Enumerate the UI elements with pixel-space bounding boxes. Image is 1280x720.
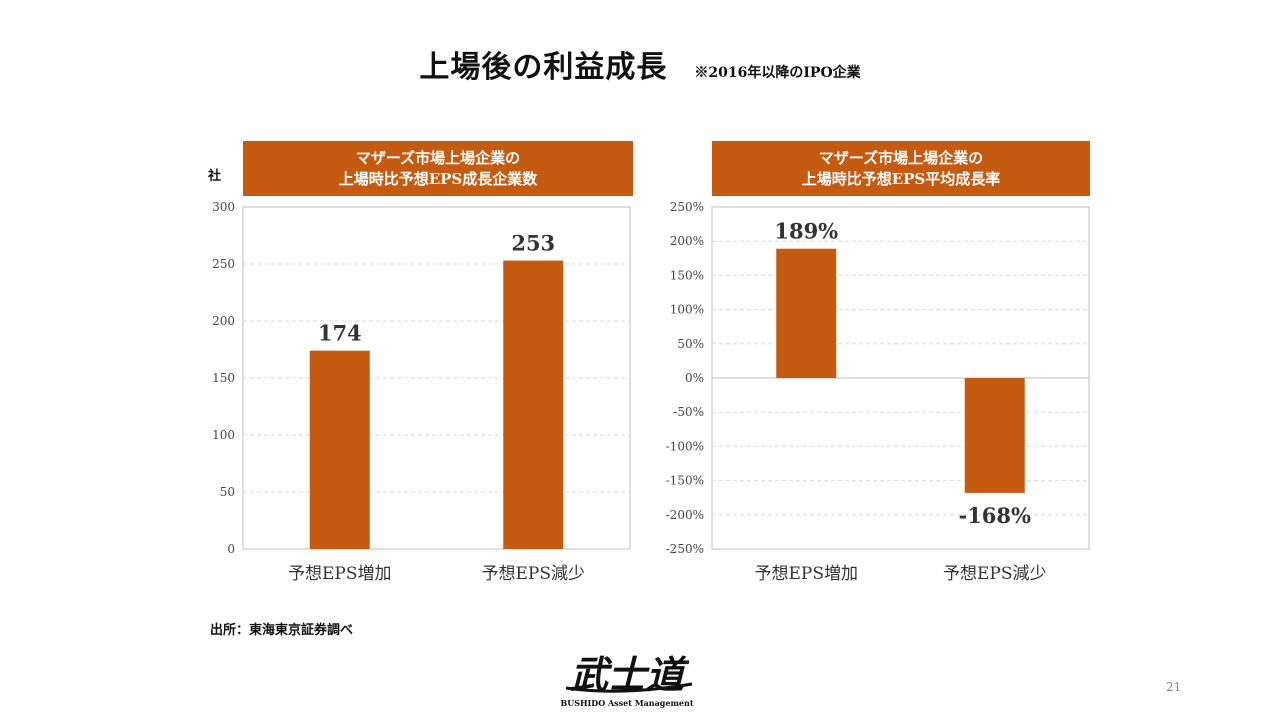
source-note: 出所：東海東京証券調べ: [210, 623, 354, 638]
chart-2-y-tick-label: -100%: [666, 439, 704, 453]
chart-2-y-tick-label: 250%: [670, 200, 704, 214]
chart-1-y-tick-label: 150: [212, 371, 235, 385]
chart-2-y-tick-label: -250%: [666, 542, 704, 556]
chart-2-data-label: -168%: [958, 503, 1031, 528]
slide-title: 上場後の利益成長 ※2016年以降のIPO企業: [0, 42, 1280, 86]
chart-2-y-tick-label: 0%: [685, 371, 704, 385]
chart-1-subtitle: 上場時比予想EPS成長企業数: [338, 169, 538, 188]
chart-2-header: マザーズ市場上場企業の 上場時比予想EPS平均成長率: [712, 141, 1090, 196]
chart-2-data-label: 189%: [774, 219, 838, 244]
chart-1-header: マザーズ市場上場企業の 上場時比予想EPS成長企業数: [243, 141, 633, 196]
chart-1-category-label: 予想EPS増加: [288, 564, 392, 584]
chart-2-y-tick-label: 150%: [670, 268, 704, 282]
chart-1-y-tick-label: 200: [212, 314, 235, 328]
chart-2-category-label: 予想EPS増加: [755, 564, 859, 584]
title-note: ※2016年以降のIPO企業: [694, 65, 861, 81]
page-title: 上場後の利益成長: [419, 50, 668, 85]
chart-1-y-unit: 社: [208, 169, 222, 184]
chart-2-title: マザーズ市場上場企業の: [818, 148, 984, 167]
chart-1-category-label: 予想EPS減少: [482, 564, 586, 584]
chart-2-bar: [776, 248, 837, 378]
chart-1-y-tick-label: 0: [227, 542, 235, 556]
chart-2-y-tick-label: -150%: [666, 474, 704, 488]
chart-2-y-tick-label: -50%: [673, 405, 704, 419]
logo-text: BUSHIDO Asset Management: [560, 698, 693, 708]
chart-2-subtitle: 上場時比予想EPS平均成長率: [801, 169, 1001, 188]
chart-1-data-label: 174: [318, 321, 362, 346]
chart-2-category-label: 予想EPS減少: [943, 564, 1047, 584]
bushido-logo: 武士道 BUSHIDO Asset Management: [560, 652, 693, 708]
chart-2-y-tick-label: 200%: [670, 234, 704, 248]
chart-1-bar: [309, 350, 370, 549]
chart-1-title: マザーズ市場上場企業の: [355, 148, 521, 167]
chart-1-y-tick-label: 300: [212, 200, 235, 214]
chart-1-y-tick-label: 50: [220, 485, 235, 499]
chart-1-y-tick-label: 100: [212, 428, 235, 442]
chart-1-data-label: 253: [511, 231, 555, 256]
chart-2-y-tick-label: 100%: [670, 303, 704, 317]
chart-1-y-tick-label: 250: [212, 257, 235, 271]
chart-1-bar: [503, 260, 564, 549]
chart-2-y-tick-label: -200%: [666, 508, 704, 522]
chart-2-y-tick-label: 50%: [677, 337, 704, 351]
page-number: 21: [1166, 680, 1182, 694]
chart-2-bar: [964, 378, 1025, 493]
